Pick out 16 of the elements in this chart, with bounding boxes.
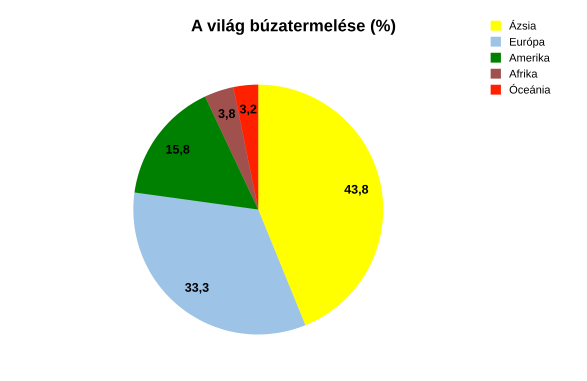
- pie-slice: [205, 87, 258, 210]
- pie-slice: [258, 84, 384, 326]
- legend-label: Amerika: [509, 54, 550, 62]
- data-label: 33,3: [185, 283, 209, 294]
- data-label: 15,8: [166, 144, 190, 156]
- pie-slice: [134, 96, 258, 210]
- data-label: 3,2: [240, 104, 256, 116]
- legend-label: Afrika: [509, 69, 538, 78]
- data-label: 43,8: [344, 184, 368, 196]
- data-label: 3,8: [218, 109, 236, 120]
- legend-label: Ázsia: [509, 20, 536, 30]
- legend-label: Óceánia: [510, 84, 550, 94]
- pie-slice: [233, 84, 258, 210]
- legend-label: Európa: [510, 37, 545, 48]
- chart-title: A világ búzatermelése (%): [191, 19, 396, 35]
- pie-slice: [133, 192, 306, 335]
